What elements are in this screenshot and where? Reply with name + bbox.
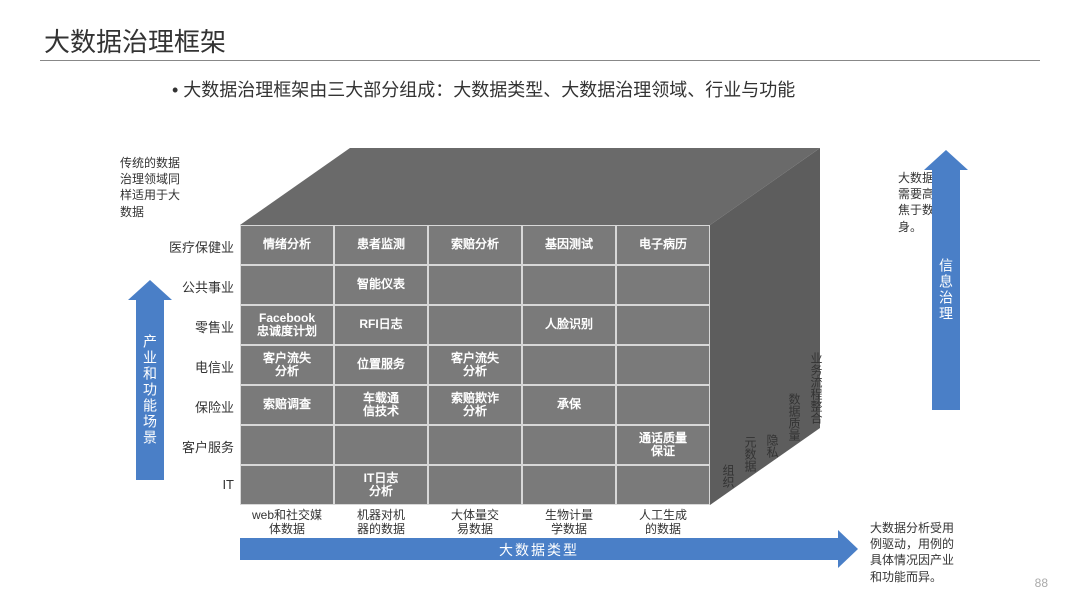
grid-cell xyxy=(522,425,616,465)
side-label: 业务流程整合 xyxy=(808,352,825,424)
grid-cell xyxy=(428,305,522,345)
grid-cell: IT日志 分析 xyxy=(334,465,428,505)
grid-cell: 通话质量 保证 xyxy=(616,425,710,465)
page-title: 大数据治理框架 xyxy=(44,22,226,59)
grid-cell: 索赔分析 xyxy=(428,225,522,265)
side-label: 组织 xyxy=(720,464,737,488)
side-label: 元数据 xyxy=(742,436,759,472)
note-bottomright: 大数据分析受用 例驱动，用例的 具体情况因产业 和功能而异。 xyxy=(870,520,954,585)
grid-cell: 情绪分析 xyxy=(240,225,334,265)
grid-cell xyxy=(428,265,522,305)
grid-cell: 索赔欺诈 分析 xyxy=(428,385,522,425)
grid-cell xyxy=(240,465,334,505)
grid-cell xyxy=(428,425,522,465)
page-number: 88 xyxy=(1035,576,1048,590)
grid-cell xyxy=(334,425,428,465)
arrow-bottom-label: 大数据类型 xyxy=(240,540,838,560)
arrow-bottom: 大数据类型 xyxy=(240,538,858,560)
grid-cell: 车载通 信技术 xyxy=(334,385,428,425)
grid-cell xyxy=(522,465,616,505)
side-label: 数据质量 xyxy=(786,393,803,441)
grid-cell xyxy=(616,465,710,505)
grid-cell: 客户流失 分析 xyxy=(240,345,334,385)
grid-cell xyxy=(522,345,616,385)
grid-cell xyxy=(522,265,616,305)
grid-cell: 索赔调查 xyxy=(240,385,334,425)
col-label: 机器对机 器的数据 xyxy=(334,508,428,537)
title-rule xyxy=(40,60,1040,61)
col-label: 人工生成 的数据 xyxy=(616,508,710,537)
col-label: web和社交媒 体数据 xyxy=(240,508,334,537)
note-topleft: 传统的数据 治理领域同 样适用于大 数据 xyxy=(120,155,180,220)
row-label: 零售业 xyxy=(162,317,234,336)
col-label: 大体量交 易数据 xyxy=(428,508,522,537)
grid-cell xyxy=(616,385,710,425)
col-label: 生物计量 学数据 xyxy=(522,508,616,537)
row-label: 电信业 xyxy=(162,357,234,376)
grid-cell xyxy=(616,345,710,385)
grid-cell: 承保 xyxy=(522,385,616,425)
arrow-left-label: 产业和功能场景 xyxy=(140,310,160,470)
row-label: 公共事业 xyxy=(162,277,234,296)
grid-cell xyxy=(428,465,522,505)
grid-cell xyxy=(616,265,710,305)
row-label: IT xyxy=(162,477,234,492)
row-label: 客户服务 xyxy=(162,437,234,456)
arrow-right: 信息治理 xyxy=(932,150,960,410)
grid-cell: Facebook 忠诚度计划 xyxy=(240,305,334,345)
grid-cell xyxy=(240,425,334,465)
framework-grid: 情绪分析患者监测索赔分析基因测试电子病历智能仪表Facebook 忠诚度计划RF… xyxy=(240,225,710,505)
grid-cell: 智能仪表 xyxy=(334,265,428,305)
grid-cell: 位置服务 xyxy=(334,345,428,385)
grid-cell: 基因测试 xyxy=(522,225,616,265)
arrow-right-label: 信息治理 xyxy=(936,230,956,350)
bullet-text: • 大数据治理框架由三大部分组成：大数据类型、大数据治理领域、行业与功能 xyxy=(172,76,795,102)
grid-cell: 电子病历 xyxy=(616,225,710,265)
arrow-left: 产业和功能场景 xyxy=(136,280,164,480)
grid-cell: 患者监测 xyxy=(334,225,428,265)
grid-cell: 人脸识别 xyxy=(522,305,616,345)
grid-cell xyxy=(616,305,710,345)
side-label: 隐私 xyxy=(764,434,781,458)
row-label: 保险业 xyxy=(162,397,234,416)
grid-cell: 客户流失 分析 xyxy=(428,345,522,385)
grid-cell xyxy=(240,265,334,305)
row-label: 医疗保健业 xyxy=(162,237,234,256)
grid-cell: RFI日志 xyxy=(334,305,428,345)
